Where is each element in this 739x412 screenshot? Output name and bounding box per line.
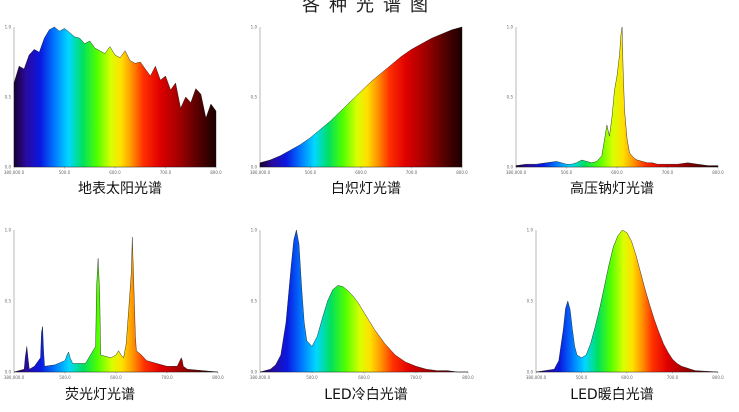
spectrum-area [515,26,719,168]
spectrum-area [13,237,219,373]
chart-panel-led-cold: 1.0 0.5 0.0 380,000.0 500.0 600.0 700.0 800.0 L… [246,222,486,412]
y-tick-label: 0.0 [251,370,258,375]
chart-caption-solar: 地表太阳光谱 [78,181,162,197]
x-tick-label: 500.0 [305,170,317,175]
x-tick-label: 380,000.0 [4,170,25,175]
x-tick-label: 600.0 [109,170,121,175]
y-tick-label: 0.5 [251,95,258,100]
x-tick-label: 380,000.0 [250,375,271,380]
x-tick-label: 380,000.0 [4,375,25,380]
x-tick-label: 500.0 [59,170,71,175]
spectrum-area [13,26,217,168]
y-tick-label: 1.0 [251,228,258,233]
y-tick-label: 1.0 [527,228,534,233]
chart-panel-solar: 1.0 0.5 0.0 380,000.0 500.0 600.0 700.0 800.0 地… [0,22,240,207]
x-tick-label: 500.0 [306,375,318,380]
y-tick-label: 1.0 [5,25,12,30]
x-tick-label: 500.0 [561,170,573,175]
x-tick-label: 700.0 [667,375,679,380]
x-tick-label: 600.0 [355,170,367,175]
spectrum-area [535,229,719,373]
y-tick-label: 0.0 [251,165,258,170]
x-tick-label: 800.0 [456,170,468,175]
x-tick-label: 600.0 [110,375,122,380]
x-tick-label: 700.0 [662,170,674,175]
x-tick-label: 600.0 [611,170,623,175]
chart-caption-led-warm: LED暖白光谱 [570,387,654,403]
y-tick-label: 0.5 [251,299,258,304]
chart-panel-incandescent: 1.0 0.5 0.0 380,000.0 500.0 600.0 700.0 800.0 白… [246,22,486,207]
y-tick-label: 0.0 [5,370,12,375]
x-tick-label: 600.0 [621,375,633,380]
x-tick-label: 800.0 [712,375,724,380]
chart-caption-hps: 高压钠灯光谱 [570,181,654,197]
y-tick-label: 1.0 [251,25,258,30]
chart-panel-hps: 1.0 0.5 0.0 380,000.0 500.0 600.0 700.0 800.0 高… [492,22,732,207]
x-tick-label: 700.0 [410,375,422,380]
x-tick-label: 800.0 [212,375,224,380]
y-tick-label: 0.0 [527,370,534,375]
chart-caption-incandescent: 白炽灯光谱 [331,181,401,197]
spectrum-area [259,26,463,168]
chart-panel-fluorescent: 1.0 0.5 0.0 380,000.0 500.0 600.0 700.0 800.0 荧… [0,222,240,412]
x-tick-label: 380,000.0 [506,170,527,175]
y-tick-label: 1.0 [507,25,514,30]
y-tick-label: 0.5 [507,95,514,100]
y-tick-label: 0.0 [507,165,514,170]
chart-caption-led-cold: LED冷白光谱 [324,387,408,403]
x-tick-label: 600.0 [358,375,370,380]
page-title: 各种光谱图 [302,0,437,16]
chart-caption-fluorescent: 荧光灯光谱 [65,387,135,403]
x-tick-label: 500.0 [576,375,588,380]
x-tick-label: 380,000.0 [250,170,271,175]
y-tick-label: 0.5 [5,95,12,100]
y-tick-label: 0.0 [5,165,12,170]
x-tick-label: 700.0 [406,170,418,175]
x-tick-label: 700.0 [160,170,172,175]
x-tick-label: 380,000.0 [526,375,547,380]
x-tick-label: 500.0 [59,375,71,380]
spectrum-area [259,229,468,373]
x-tick-label: 800.0 [462,375,474,380]
x-tick-label: 800.0 [210,170,222,175]
x-tick-label: 800.0 [712,170,724,175]
x-tick-label: 700.0 [161,375,173,380]
y-tick-label: 1.0 [5,228,12,233]
y-tick-label: 0.5 [5,299,12,304]
chart-panel-led-warm: 1.0 0.5 0.0 380,000.0 500.0 600.0 700.0 800.0 L… [492,222,732,412]
y-tick-label: 0.5 [527,299,534,304]
